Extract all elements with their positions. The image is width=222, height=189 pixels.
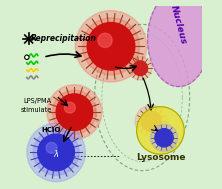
Circle shape xyxy=(38,134,74,171)
Circle shape xyxy=(25,55,29,60)
Text: HClO: HClO xyxy=(41,127,60,133)
Circle shape xyxy=(56,94,93,130)
Circle shape xyxy=(133,61,148,76)
Circle shape xyxy=(64,102,75,113)
Circle shape xyxy=(150,124,178,152)
Circle shape xyxy=(46,142,57,153)
Circle shape xyxy=(141,111,161,131)
Circle shape xyxy=(33,129,79,175)
Circle shape xyxy=(52,90,96,134)
Text: Reprecipitation: Reprecipitation xyxy=(30,34,96,43)
Text: Nucleus: Nucleus xyxy=(169,4,188,45)
Circle shape xyxy=(129,57,152,80)
Text: λ: λ xyxy=(54,150,59,159)
Text: Lysosome: Lysosome xyxy=(136,153,185,162)
Circle shape xyxy=(82,18,140,75)
Circle shape xyxy=(27,123,85,182)
Circle shape xyxy=(135,105,167,137)
Circle shape xyxy=(155,129,173,147)
Circle shape xyxy=(98,33,112,47)
Text: LPS/PMA: LPS/PMA xyxy=(24,98,52,104)
Ellipse shape xyxy=(148,0,210,87)
Circle shape xyxy=(47,85,102,140)
Circle shape xyxy=(87,22,135,70)
Circle shape xyxy=(137,107,184,154)
Circle shape xyxy=(75,11,147,82)
Text: stimulate: stimulate xyxy=(20,107,52,113)
